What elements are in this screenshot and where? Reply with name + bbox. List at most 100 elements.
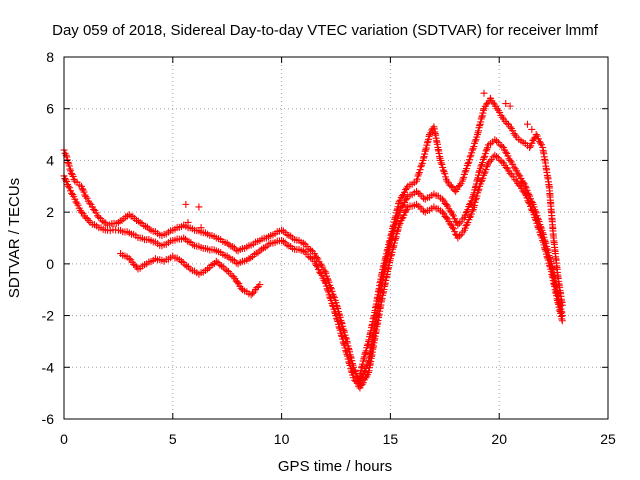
data-points (60, 89, 566, 392)
marker-fill (78, 185, 86, 193)
x-tick-label: 25 (600, 431, 616, 447)
marker-fill (448, 210, 456, 218)
marker-fill (307, 254, 315, 262)
marker-fill (472, 196, 480, 204)
data-point-track-D (506, 123, 514, 131)
marker-fill (509, 160, 517, 168)
marker-fill (418, 161, 426, 169)
marker-fill (337, 331, 345, 339)
marker-fill (328, 287, 336, 295)
marker-fill (525, 198, 533, 206)
marker-fill (80, 188, 88, 196)
marker-fill (477, 162, 485, 170)
data-point-spikes (506, 102, 514, 110)
marker-fill (415, 170, 423, 178)
data-point-track-C (256, 281, 264, 289)
data-point-track-D (426, 131, 434, 139)
marker-fill (510, 163, 518, 171)
marker-fill (340, 328, 348, 336)
marker-fill (358, 380, 366, 388)
data-point-track-D (443, 177, 451, 185)
marker-fill (463, 220, 471, 228)
y-tick-label: -4 (42, 359, 55, 375)
marker-fill (471, 137, 479, 145)
marker-fill (464, 160, 472, 168)
marker-fill (392, 235, 400, 243)
data-point-track-B (506, 169, 514, 177)
marker-fill (462, 222, 470, 230)
marker-fill (279, 237, 287, 245)
marker-fill (540, 241, 548, 249)
marker-fill (446, 220, 454, 228)
marker-fill (534, 224, 542, 232)
marker-fill (473, 192, 481, 200)
data-point-spikes (182, 200, 190, 208)
marker-fill (442, 214, 450, 222)
marker-fill (441, 170, 449, 178)
marker-fill (509, 127, 517, 135)
data-point-track-C (178, 257, 186, 265)
data-point-spikes (184, 218, 192, 226)
marker-fill (69, 172, 77, 180)
marker-fill (448, 223, 456, 231)
marker-fill (537, 139, 545, 147)
marker-fill (398, 215, 406, 223)
marker-fill (461, 168, 469, 176)
y-axis-label: SDTVAR / TECUs (6, 178, 23, 298)
marker-fill (67, 169, 75, 177)
data-point-track-D (526, 144, 534, 151)
marker-fill (323, 285, 331, 293)
x-axis-label: GPS time / hours (278, 458, 392, 475)
marker-fill (363, 341, 371, 349)
marker-fill (417, 163, 425, 171)
y-tick-label: -2 (42, 308, 55, 324)
marker-fill (392, 233, 400, 241)
marker-fill (498, 142, 506, 150)
marker-fill (466, 153, 474, 161)
axis-ticks: -6 -4 -2 0 2 4 6 8 0 5 10 15 20 25 (42, 49, 616, 447)
marker-fill (335, 323, 343, 331)
marker-fill (462, 209, 470, 217)
marker-fill (131, 261, 139, 269)
data-point-track-D (395, 198, 403, 206)
data-point-track-A (321, 268, 329, 276)
marker-fill (511, 176, 519, 184)
marker-fill (470, 201, 478, 209)
data-point-track-B (521, 190, 529, 198)
data-point-spikes (486, 94, 494, 102)
marker-fill (398, 202, 406, 210)
data-point-track-A (95, 213, 103, 221)
marker-fill (325, 288, 333, 296)
marker-fill (327, 296, 335, 304)
marker-fill (402, 207, 410, 215)
marker-fill (66, 165, 74, 173)
y-tick-label: 8 (46, 49, 54, 65)
data-point-spikes (523, 120, 531, 128)
marker-fill (515, 171, 523, 179)
marker-fill (535, 225, 543, 233)
marker-fill (92, 209, 100, 217)
marker-fill (467, 210, 475, 218)
marker-fill (460, 173, 468, 181)
data-point-track-B (64, 182, 72, 190)
marker-fill (480, 154, 488, 162)
marker-fill (456, 181, 464, 189)
marker-fill (339, 335, 347, 343)
marker-fill (333, 314, 341, 322)
marker-fill (65, 184, 73, 192)
marker-fill (459, 175, 467, 183)
marker-fill (437, 159, 445, 167)
data-point-track-B (484, 159, 492, 167)
marker-fill (334, 317, 342, 325)
marker-fill (396, 219, 404, 227)
marker-fill (463, 165, 471, 173)
data-point-spikes (480, 89, 488, 97)
marker-fill (450, 212, 458, 220)
marker-fill (320, 276, 328, 284)
marker-fill (543, 253, 551, 261)
marker-fill (334, 305, 342, 313)
marker-fill (531, 215, 539, 223)
marker-fill (331, 308, 339, 316)
marker-fill (483, 163, 491, 171)
